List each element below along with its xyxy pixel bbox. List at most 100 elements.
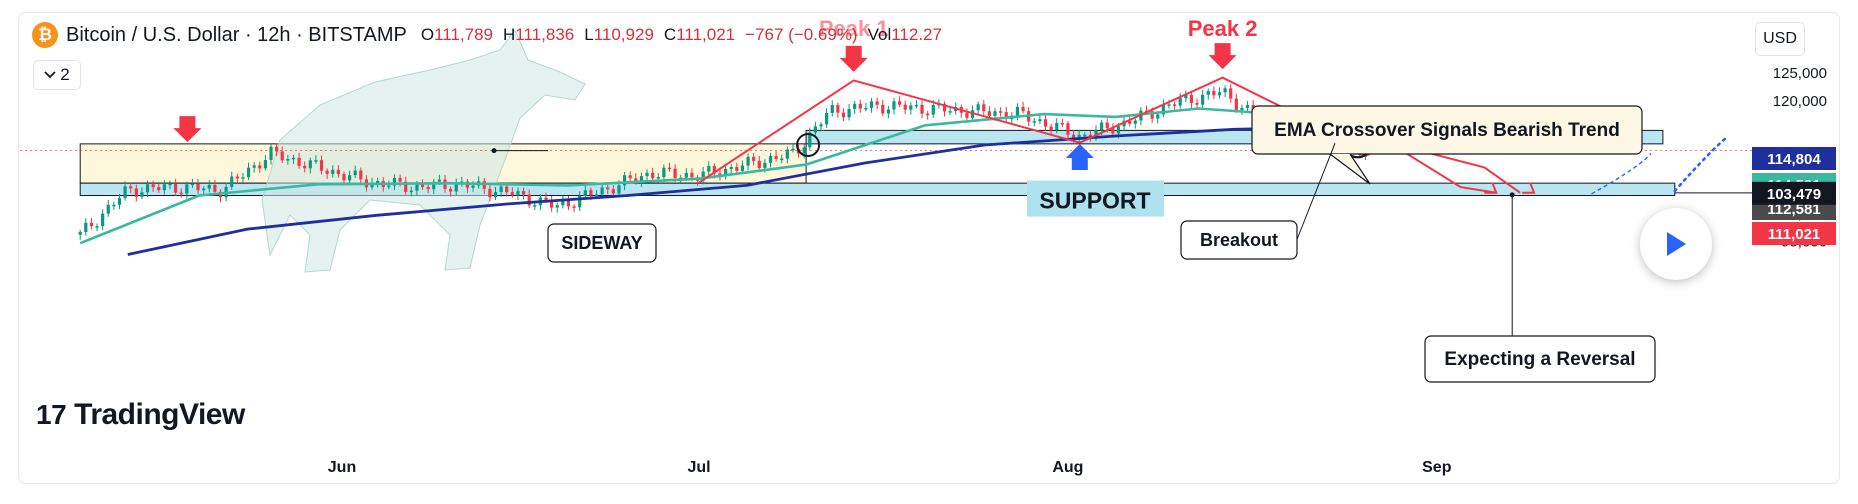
price-tag-label: 112,581 [1767,201,1820,218]
candle-body [1032,121,1036,123]
high-value: 111,836 [515,25,575,44]
candle-body [359,170,363,180]
candle-body [628,175,632,179]
candle-body [280,151,284,161]
candle-body [768,156,773,163]
candle-body [589,190,593,196]
projection-arrowhead [1484,182,1498,194]
candle-body [948,111,952,113]
symbol-header[interactable]: ₿ Bitcoin / U.S. Dollar · 12h · BITSTAMP… [32,22,942,48]
candle-body [291,157,296,160]
candle-body [1116,126,1121,134]
candle-body [881,104,885,114]
candle-body [578,196,582,208]
candle-body [1066,123,1070,135]
candle-body [342,174,346,181]
tradingview-branding[interactable]: 17 TradingView [36,398,245,432]
candle-body [869,101,874,108]
candle-body [645,172,649,177]
candle-body [555,205,559,208]
candle-body [976,104,980,111]
play-button[interactable] [1640,208,1712,280]
candle-body [639,176,644,183]
candle-body [886,109,890,114]
breakout-leader [1295,143,1336,243]
candle-body [1071,134,1076,140]
candle-body [162,184,166,191]
candle-body [129,186,133,189]
candle-body [521,191,526,195]
chevron-down-icon [44,71,56,79]
candle-body [594,194,599,196]
candle-body [1111,128,1115,134]
candle-body [319,160,324,171]
legend-toggle-button[interactable]: 2 [33,60,81,90]
candle-body [353,170,357,176]
candle-body [398,177,402,182]
x-tick-label: Aug [1052,459,1083,476]
candle-body [858,103,862,109]
x-tick-label: Sep [1422,459,1452,476]
candle-body [1195,103,1199,105]
candle-body [690,172,694,178]
candle-body [117,198,122,205]
candle-body [909,105,913,110]
candle-body [527,194,531,206]
candle-body [151,184,155,188]
legend-count: 2 [60,65,70,84]
candle-body [914,104,919,107]
candle-body [387,185,391,188]
bull-illustration [261,29,586,273]
candle-body [1060,122,1064,125]
candle-body [740,165,745,171]
candle-body [134,188,138,197]
candle-body [196,183,200,191]
candle-body [785,149,789,159]
candle-body [202,188,206,191]
candle-body [454,183,458,192]
projection-arrowhead [1522,182,1536,194]
symbol-title[interactable]: Bitcoin / U.S. Dollar · 12h · BITSTAMP [66,23,407,46]
candle-body [982,104,986,112]
sideway-callout-box [547,223,657,263]
reversal-callout-text: Expecting a Reversal [1444,349,1635,370]
candle-body [533,205,537,207]
candle-body [1201,94,1205,105]
candle-body [684,172,688,178]
candle-body [1077,134,1081,140]
candle-body [1088,134,1093,138]
candle-body [993,111,997,116]
candle-body [432,181,436,190]
candle-body [757,160,761,169]
reversal-leader-dot [1509,192,1515,198]
play-icon [1667,232,1686,256]
candle-body [95,226,99,228]
candle-body [275,146,279,152]
candle-body [1043,119,1048,127]
candle-body [864,107,868,110]
candle-body [847,108,851,118]
y-tick-label: 120,000 [1773,93,1827,110]
currency-button[interactable]: USD [1755,22,1805,56]
candle-body [84,222,88,232]
candle-body [611,189,615,194]
candle-body [179,192,183,195]
candle-body [667,167,672,170]
open-value: 111,789 [434,25,494,44]
support-label: SUPPORT [1039,188,1150,214]
candle-body [101,213,105,227]
support-label-bg [1027,180,1164,217]
breakout-circle-jul [796,132,821,157]
candle-body [550,200,554,208]
candle-body [1133,120,1137,124]
candle-body [920,104,924,114]
candle-body [112,204,116,207]
candle-body [561,200,565,206]
candle-body [965,112,969,118]
candle-body [853,103,857,109]
candle-body [123,186,127,199]
candle-body [505,186,509,193]
ema-crossover-callout-text: EMA Crossover Signals Bearish Trend [1274,120,1620,141]
ema-crossover-pointer [1329,153,1371,185]
